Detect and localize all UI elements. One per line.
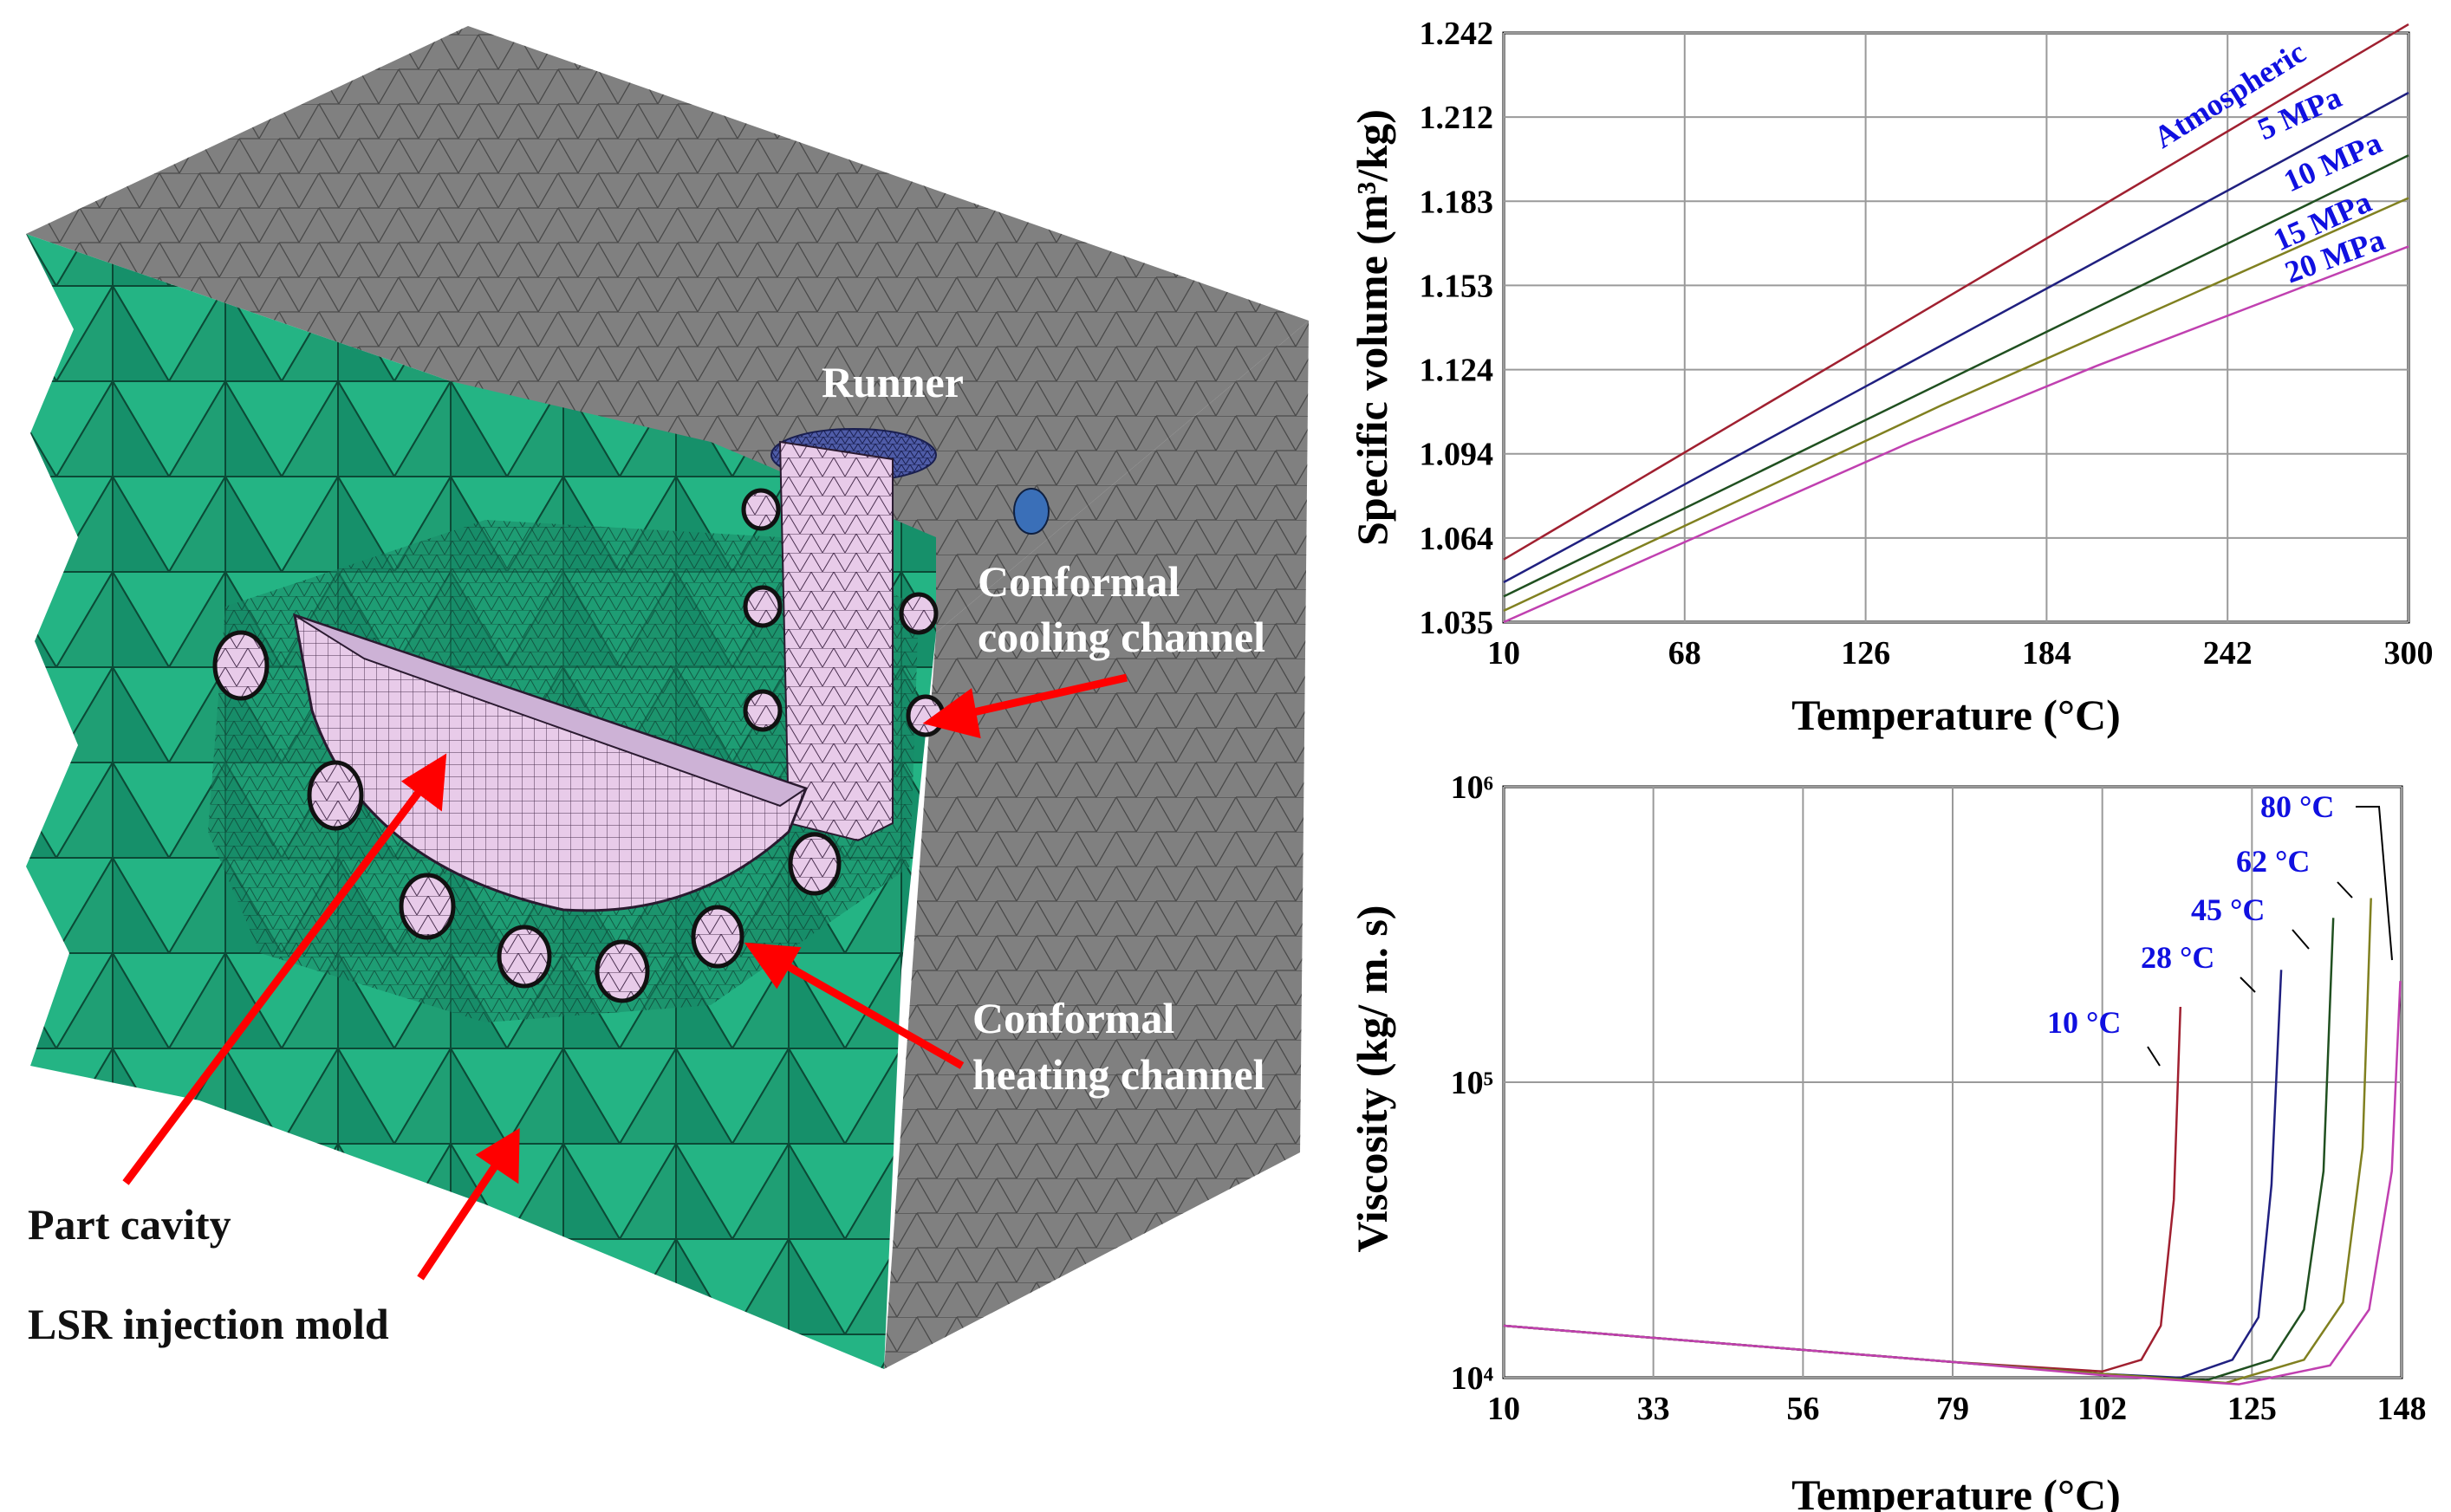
x-tick-label: 125	[2227, 1391, 2277, 1427]
heating-channel-label-2: heating channel	[972, 1050, 1265, 1099]
x-tick-label: 68	[1668, 635, 1701, 672]
series-line	[1503, 91, 2409, 584]
x-tick-label: 102	[2077, 1391, 2127, 1427]
y-tick-label: 1.212	[1420, 100, 1494, 136]
channel-section	[788, 832, 842, 896]
sprue-mesh	[778, 440, 894, 842]
tick-labels: 10 68 126 184 242 300 1.035 1.064 1.094 1.124 1.15…	[1420, 16, 2434, 672]
channel-section	[741, 488, 781, 531]
series-line	[1503, 245, 2409, 624]
x-tick-label: 300	[2384, 635, 2434, 672]
series-label: 28 °C	[2141, 940, 2214, 975]
y-tick-label: 1.035	[1420, 605, 1494, 641]
cooling-channel-label-2: cooling channel	[978, 613, 1265, 661]
series-layer	[1503, 23, 2409, 624]
channel-section	[899, 592, 939, 635]
label-leader	[2337, 881, 2353, 899]
curve-labels: 10 °C 28 °C 45 °C 62 °C 80 °C	[2047, 789, 2334, 1040]
series-line	[1503, 197, 2409, 613]
runner-label: Runner	[822, 358, 964, 406]
y-tick-label: 1.242	[1420, 16, 1494, 52]
y-tick-label: 10⁴	[1451, 1360, 1494, 1397]
series-line	[1503, 154, 2409, 598]
part-cavity-label: Part cavity	[28, 1200, 231, 1249]
label-leader	[2240, 977, 2256, 993]
tick-labels: 10 33 56 79 102 125 148 10⁴ 10⁵ 10⁶	[1451, 769, 2427, 1427]
x-tick-label: 242	[2203, 635, 2253, 672]
series-label: 62 °C	[2236, 844, 2310, 879]
callout-arrows	[122, 673, 1128, 1281]
label-leader	[2292, 929, 2310, 950]
heating-channel-label-1: Conformal	[972, 994, 1174, 1042]
y-tick-label: 10⁶	[1451, 769, 1493, 806]
series-label: 10 °C	[2047, 1005, 2121, 1040]
x-tick-label: 33	[1637, 1391, 1670, 1427]
channel-section	[691, 905, 744, 969]
label-leaders	[2147, 806, 2393, 1067]
channel-section	[212, 630, 270, 701]
mold-diagram: Runner Conformal cooling channel Conform…	[26, 26, 1309, 1369]
series-layer	[1503, 898, 2402, 1385]
mold-label: LSR injection mold	[28, 1300, 389, 1348]
x-tick-label: 126	[1841, 635, 1890, 672]
series-line	[1503, 23, 2409, 561]
cooling-channel-label-1: Conformal	[978, 557, 1180, 606]
x-tick-label: 56	[1786, 1391, 1819, 1427]
series-label: 80 °C	[2260, 789, 2334, 824]
label-leader	[2356, 806, 2393, 961]
part-cavity-arrow	[122, 782, 428, 1185]
x-tick-label: 148	[2377, 1391, 2427, 1427]
y-tick-label: 10⁵	[1451, 1065, 1493, 1101]
channel-section	[497, 925, 552, 989]
x-tick-label: 79	[1936, 1391, 1969, 1427]
specific-volume-chart: 10 68 126 184 242 300 1.035 1.064 1.094 1.124 1.15…	[1348, 16, 2434, 739]
channel-section	[595, 939, 650, 1003]
y-axis-title: Specific volume (m³/kg)	[1348, 109, 1396, 546]
x-tick-label: 184	[2022, 635, 2071, 672]
channel-section	[307, 760, 364, 831]
gridlines	[1503, 32, 2409, 623]
gate-mesh	[1013, 488, 1050, 535]
x-tick-label: 10	[1487, 635, 1520, 672]
gridlines	[1503, 786, 2402, 1379]
y-tick-label: 1.094	[1420, 437, 1494, 473]
label-leader	[2147, 1046, 2161, 1067]
x-tick-label: 10	[1487, 1391, 1520, 1427]
x-axis-title: Temperature (°C)	[1791, 691, 2121, 739]
y-axis-title: Viscosity (kg/ m. s)	[1348, 905, 1396, 1253]
cooling-arrow	[961, 673, 1128, 719]
viscosity-chart: 10 33 56 79 102 125 148 10⁴ 10⁵ 10⁶ Temperature (…	[1348, 769, 2427, 1512]
y-tick-label: 1.064	[1420, 521, 1494, 557]
x-axis-title: Temperature (°C)	[1791, 1470, 2121, 1512]
series-line	[1503, 981, 2402, 1385]
y-tick-label: 1.153	[1420, 268, 1494, 304]
channel-section	[743, 585, 783, 628]
y-tick-label: 1.124	[1420, 353, 1494, 389]
channel-sections	[212, 488, 946, 1003]
channel-section	[743, 689, 783, 732]
series-label: 45 °C	[2191, 892, 2265, 927]
channel-section	[399, 873, 456, 940]
y-tick-label: 1.183	[1420, 184, 1494, 220]
mold-arrow	[417, 1158, 502, 1281]
heating-arrow	[777, 958, 965, 1069]
